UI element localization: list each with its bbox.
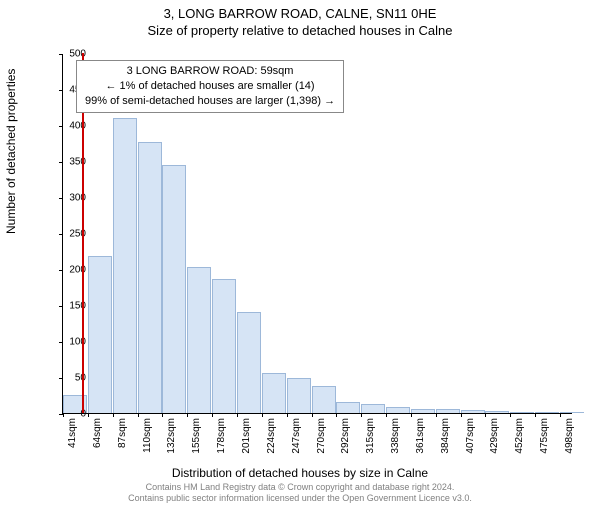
- x-tick-label: 338sqm: [390, 418, 401, 458]
- histogram-bar: [560, 412, 584, 413]
- x-tick-mark: [162, 413, 163, 417]
- x-tick-label: 64sqm: [92, 418, 103, 458]
- histogram-bar: [361, 404, 385, 413]
- x-tick-label: 315sqm: [365, 418, 376, 458]
- x-tick-mark: [560, 413, 561, 417]
- x-tick-label: 292sqm: [340, 418, 351, 458]
- x-tick-label: 475sqm: [539, 418, 550, 458]
- x-tick-label: 110sqm: [142, 418, 153, 458]
- histogram-bar: [461, 410, 485, 413]
- histogram-bar: [510, 412, 534, 413]
- x-tick-label: 224sqm: [266, 418, 277, 458]
- x-tick-mark: [138, 413, 139, 417]
- y-tick-label: 250: [46, 229, 86, 240]
- histogram-bar: [485, 411, 509, 413]
- page-title: 3, LONG BARROW ROAD, CALNE, SN11 0HE: [0, 6, 600, 21]
- histogram-bar: [138, 142, 162, 413]
- histogram-bar: [162, 165, 186, 413]
- histogram-bar: [386, 407, 410, 413]
- y-tick-label: 400: [46, 121, 86, 132]
- x-tick-label: 178sqm: [216, 418, 227, 458]
- histogram-bar: [187, 267, 211, 413]
- histogram-bar: [336, 402, 360, 413]
- y-tick-label: 500: [46, 49, 86, 60]
- x-tick-mark: [436, 413, 437, 417]
- x-tick-label: 498sqm: [564, 418, 575, 458]
- histogram-bar: [237, 312, 261, 413]
- x-tick-label: 270sqm: [316, 418, 327, 458]
- x-tick-label: 384sqm: [440, 418, 451, 458]
- x-tick-label: 407sqm: [465, 418, 476, 458]
- info-line-1: 3 LONG BARROW ROAD: 59sqm: [85, 64, 335, 79]
- x-tick-mark: [113, 413, 114, 417]
- y-tick-label: 200: [46, 265, 86, 276]
- histogram-bar: [535, 412, 559, 413]
- x-tick-mark: [237, 413, 238, 417]
- x-tick-mark: [461, 413, 462, 417]
- x-tick-label: 87sqm: [117, 418, 128, 458]
- x-tick-mark: [386, 413, 387, 417]
- x-tick-mark: [485, 413, 486, 417]
- x-tick-label: 201sqm: [241, 418, 252, 458]
- histogram-bar: [212, 279, 236, 413]
- x-tick-mark: [212, 413, 213, 417]
- x-tick-mark: [262, 413, 263, 417]
- x-tick-label: 155sqm: [191, 418, 202, 458]
- x-tick-mark: [361, 413, 362, 417]
- y-tick-label: 150: [46, 301, 86, 312]
- x-tick-mark: [187, 413, 188, 417]
- y-tick-label: 300: [46, 193, 86, 204]
- x-tick-mark: [411, 413, 412, 417]
- x-tick-label: 132sqm: [166, 418, 177, 458]
- chart-container: 3, LONG BARROW ROAD, CALNE, SN11 0HE Siz…: [0, 6, 600, 506]
- x-axis-label: Distribution of detached houses by size …: [0, 466, 600, 480]
- x-tick-mark: [287, 413, 288, 417]
- footer-attribution: Contains HM Land Registry data © Crown c…: [0, 482, 600, 504]
- x-tick-label: 361sqm: [415, 418, 426, 458]
- histogram-bar: [287, 378, 311, 413]
- footer-line-1: Contains HM Land Registry data © Crown c…: [0, 482, 600, 493]
- x-tick-label: 247sqm: [291, 418, 302, 458]
- x-tick-label: 452sqm: [514, 418, 525, 458]
- x-tick-mark: [312, 413, 313, 417]
- histogram-bar: [262, 373, 286, 413]
- y-tick-label: 0: [46, 409, 86, 420]
- histogram-bar: [436, 409, 460, 413]
- histogram-bar: [411, 409, 435, 413]
- histogram-bar: [88, 256, 112, 413]
- info-line-3: 99% of semi-detached houses are larger (…: [85, 94, 335, 109]
- page-subtitle: Size of property relative to detached ho…: [0, 23, 600, 38]
- x-tick-mark: [336, 413, 337, 417]
- histogram-bar: [312, 386, 336, 413]
- x-tick-mark: [535, 413, 536, 417]
- x-tick-label: 41sqm: [67, 418, 78, 458]
- x-tick-label: 429sqm: [489, 418, 500, 458]
- footer-line-2: Contains public sector information licen…: [0, 493, 600, 504]
- y-tick-label: 50: [46, 373, 86, 384]
- info-box: 3 LONG BARROW ROAD: 59sqm ← 1% of detach…: [76, 60, 344, 113]
- y-tick-label: 350: [46, 157, 86, 168]
- info-line-2: ← 1% of detached houses are smaller (14): [85, 79, 335, 94]
- histogram-bar: [113, 118, 137, 413]
- x-tick-mark: [88, 413, 89, 417]
- y-tick-label: 100: [46, 337, 86, 348]
- x-tick-mark: [510, 413, 511, 417]
- y-axis-label: Number of detached properties: [4, 69, 18, 234]
